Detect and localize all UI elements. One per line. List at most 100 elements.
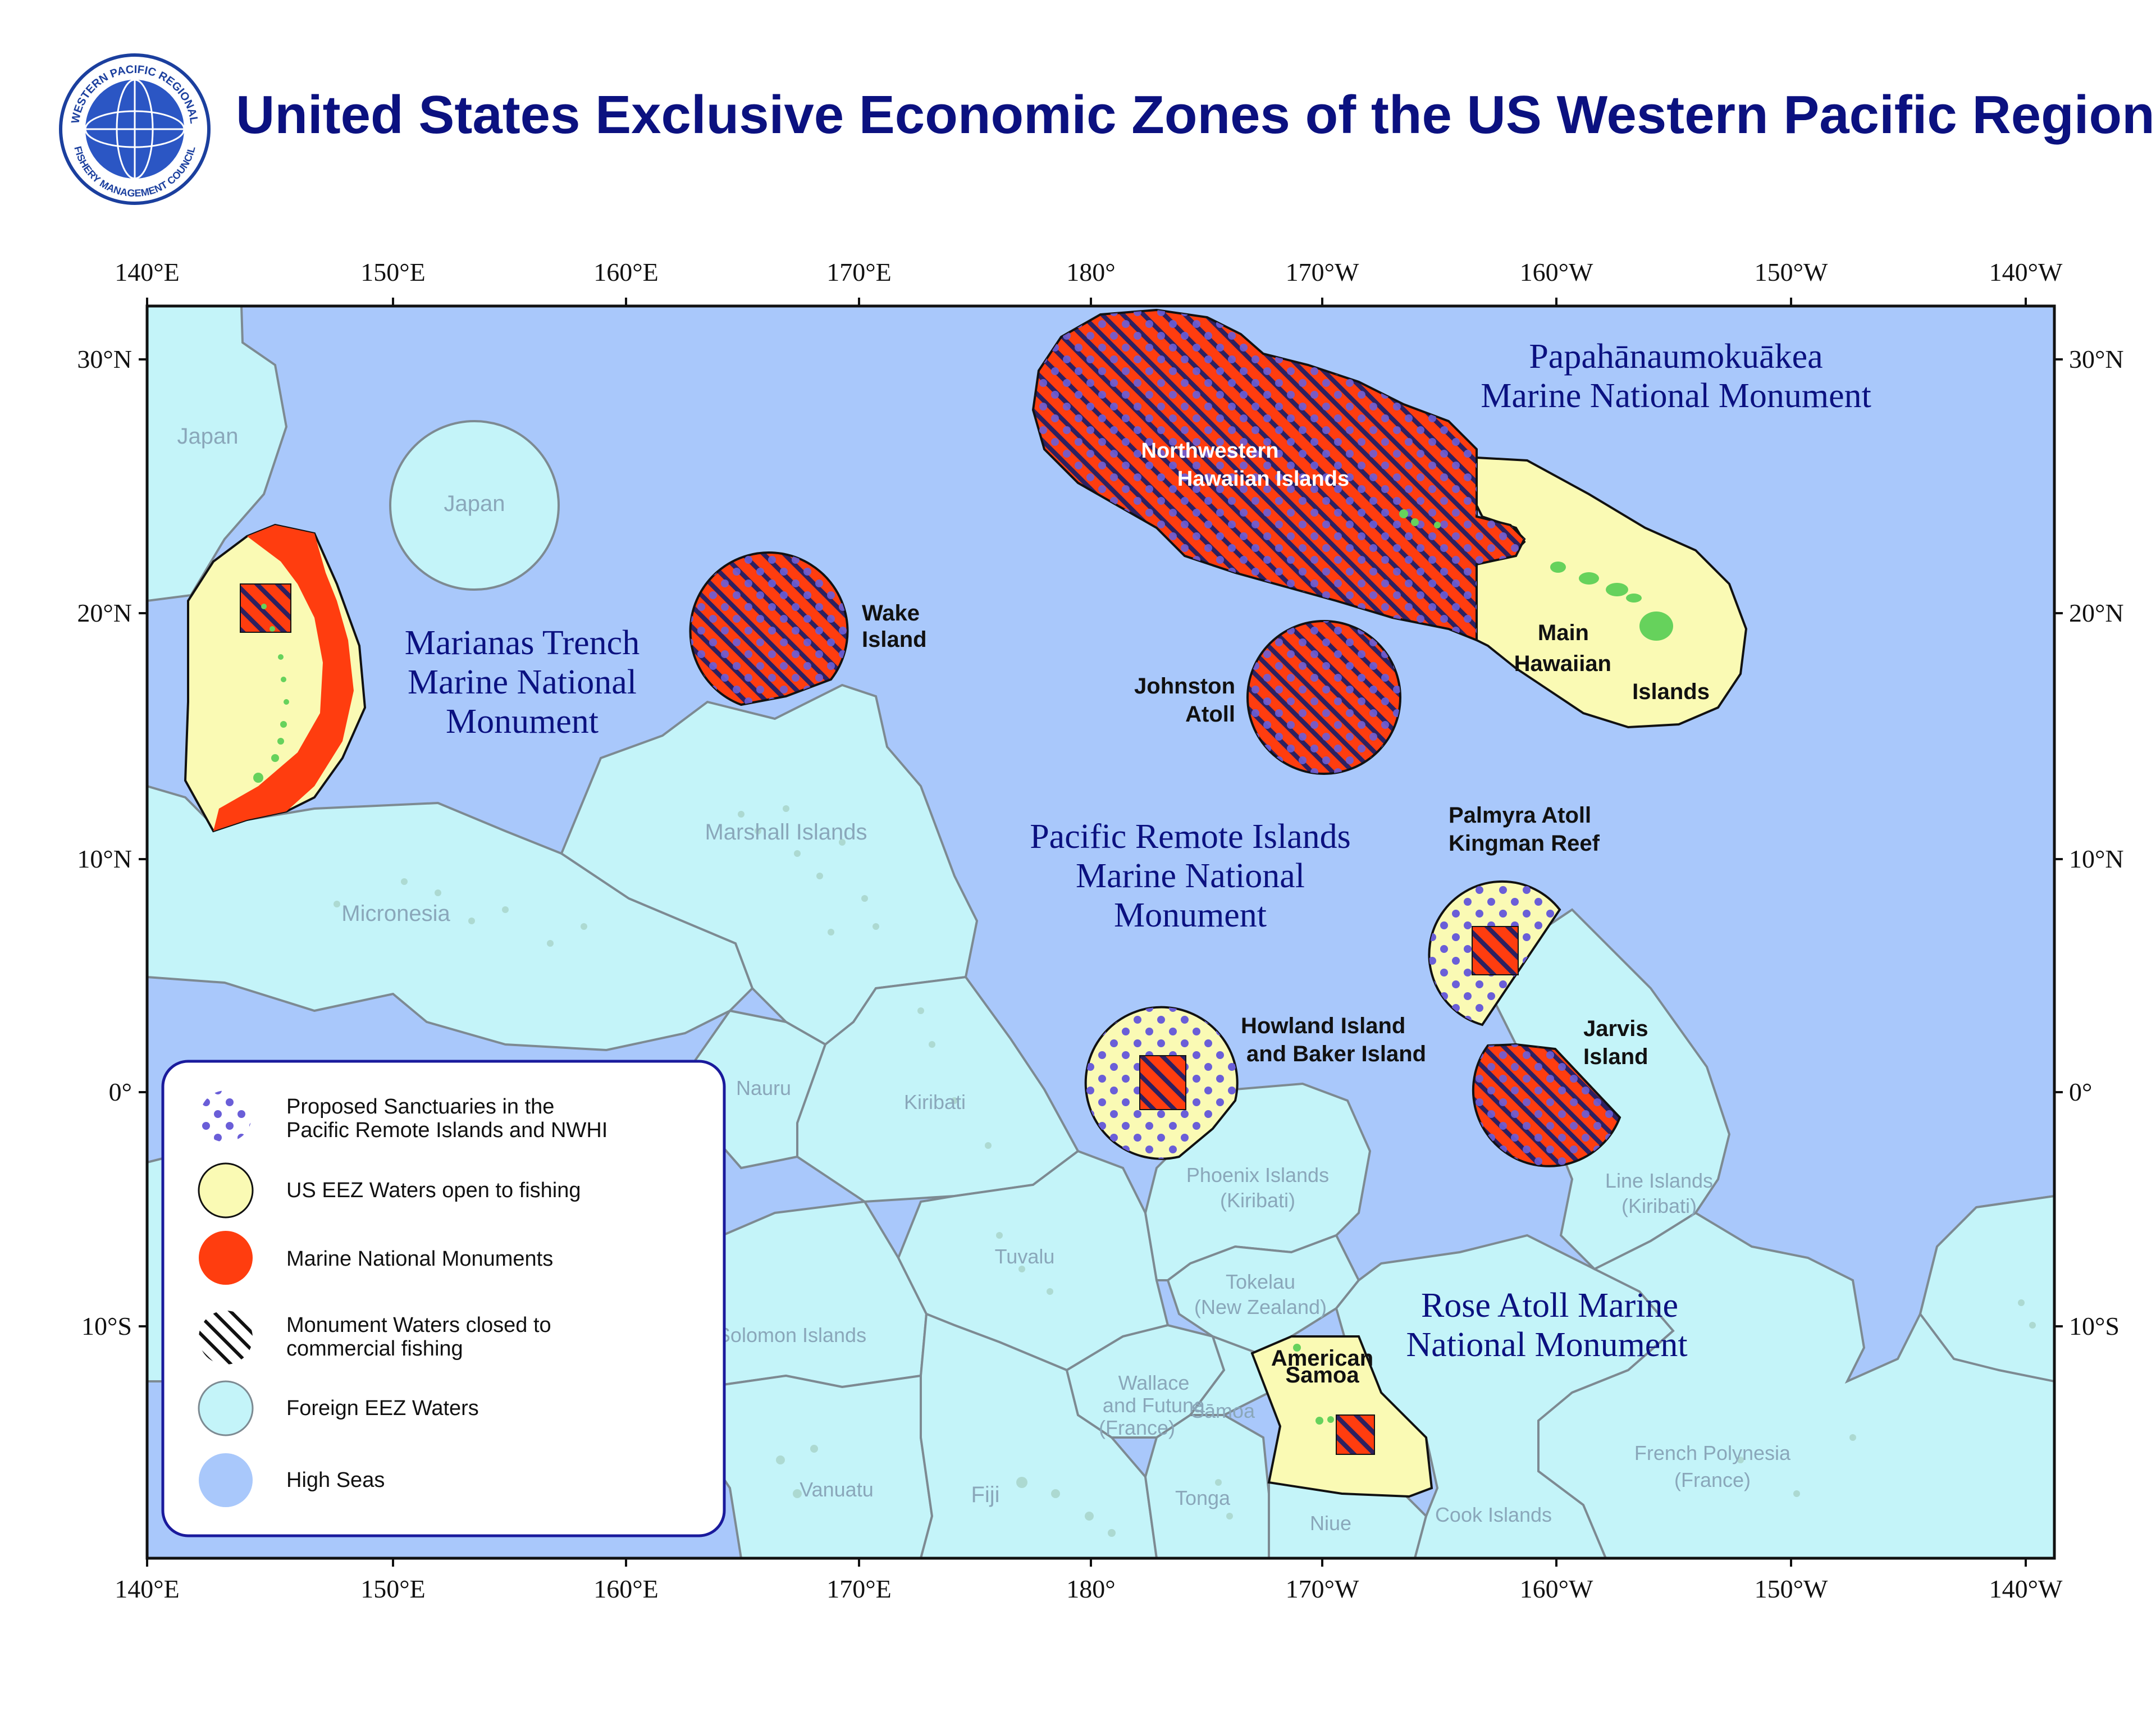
label-wake-2: Island bbox=[862, 627, 927, 652]
legend-label-closed-2: commercial fishing bbox=[286, 1337, 463, 1361]
hatched-circle-icon bbox=[199, 1311, 253, 1365]
marianas-eez bbox=[184, 523, 367, 833]
lon-tick-top: 150°W bbox=[1755, 258, 1828, 286]
page-title: United States Exclusive Economic Zones o… bbox=[236, 85, 2155, 145]
label-american-samoa-2: Samoa bbox=[1285, 1363, 1359, 1388]
label-nwhi-2: Hawaiian Islands bbox=[1177, 467, 1349, 491]
monument-labels: Papahānaumokuākea Marine National Monume… bbox=[405, 337, 1871, 1364]
label-main-hawaiian-2: Hawaiian bbox=[1514, 651, 1611, 676]
label-johnston-2: Atoll bbox=[1185, 702, 1235, 727]
lat-tick-left: 10°S bbox=[81, 1312, 132, 1340]
label-tokelau-2: (New Zealand) bbox=[1194, 1295, 1327, 1318]
legend-label-proposed-2: Pacific Remote Islands and NWHI bbox=[286, 1119, 607, 1142]
label-tokelau-1: Tokelau bbox=[1226, 1270, 1295, 1293]
lon-tick-bottom: 140°W bbox=[1989, 1575, 2063, 1603]
label-wallace-3: (France) bbox=[1099, 1416, 1175, 1439]
map-border bbox=[145, 304, 2056, 1560]
longitude-labels-top: 140°E 150°E 160°E 170°E 180° 170°W 160°W… bbox=[115, 258, 2063, 286]
foreign-eez-micronesia bbox=[147, 784, 754, 1052]
label-papahanaumokuakea-1: Papahānaumokuākea bbox=[1529, 337, 1822, 376]
lat-tick-left: 20°N bbox=[77, 599, 132, 627]
jarvis-eez bbox=[1472, 1043, 1621, 1167]
foreign-eez-japan-island bbox=[389, 420, 560, 591]
marianas-monument-band bbox=[213, 525, 354, 831]
lon-tick-top: 170°W bbox=[1286, 258, 1359, 286]
label-marianas-3: Monument bbox=[446, 702, 599, 741]
american-samoa-eez bbox=[1250, 1335, 1433, 1498]
label-solomon: Solomon Islands bbox=[717, 1324, 866, 1347]
label-marianas-1: Marianas Trench bbox=[405, 624, 640, 662]
lon-tick-bottom: 160°E bbox=[593, 1575, 659, 1603]
lat-tick-right: 10°N bbox=[2069, 845, 2124, 873]
label-howland-2: and Baker Island bbox=[1246, 1042, 1426, 1066]
lat-tick-right: 30°N bbox=[2069, 345, 2124, 373]
label-rose-atoll-1: Rose Atoll Marine bbox=[1421, 1286, 1678, 1325]
label-french-polynesia-1: French Polynesia bbox=[1634, 1441, 1791, 1464]
label-palmyra-1: Palmyra Atoll bbox=[1449, 803, 1591, 828]
legend: Proposed Sanctuaries in the Pacific Remo… bbox=[161, 1060, 726, 1537]
foreign-island-dots bbox=[334, 805, 2036, 1537]
label-wake-1: Wake bbox=[862, 601, 920, 626]
american-samoa-land bbox=[1293, 1344, 1334, 1425]
lat-tick-left: 30°N bbox=[77, 345, 132, 373]
legend-label-monuments: Marine National Monuments bbox=[286, 1247, 553, 1271]
lat-tick-right: 20°N bbox=[2069, 599, 2124, 627]
island-labels: Northwestern Hawaiian Islands Main Hawai… bbox=[862, 439, 1710, 1388]
lon-tick-top: 160°E bbox=[593, 258, 659, 286]
label-wallace-1: Wallace bbox=[1118, 1371, 1190, 1394]
legend-label-us-eez: US EEZ Waters open to fishing bbox=[286, 1179, 581, 1202]
label-samoa: Sāmoa bbox=[1191, 1399, 1255, 1422]
label-main-hawaiian-1: Main bbox=[1538, 620, 1589, 645]
globe-seal-icon bbox=[84, 79, 185, 180]
wake-eez bbox=[689, 551, 849, 706]
label-howland-1: Howland Island bbox=[1241, 1014, 1405, 1038]
foreign-eez-marshall bbox=[560, 683, 979, 1046]
council-seal-logo: WESTERN PACIFIC REGIONAL FISHERY MANAGEM… bbox=[59, 53, 211, 205]
label-japan-island: Japan bbox=[444, 491, 505, 516]
label-phoenix-1: Phoenix Islands bbox=[1186, 1163, 1329, 1186]
lon-tick-top: 180° bbox=[1066, 258, 1115, 286]
palmyra-closed-waters bbox=[1472, 926, 1519, 975]
cyan-circle-icon bbox=[198, 1380, 254, 1436]
longitude-labels-bottom: 140°E 150°E 160°E 170°E 180° 170°W 160°W… bbox=[115, 1575, 2063, 1603]
lat-tick-right: 0° bbox=[2069, 1078, 2092, 1106]
label-nauru: Nauru bbox=[736, 1076, 791, 1099]
label-kiribati: Kiribati bbox=[904, 1090, 966, 1114]
label-pacific-remote-2: Marine National bbox=[1076, 857, 1305, 895]
label-pacific-remote-3: Monument bbox=[1114, 896, 1267, 934]
label-marshall-islands: Marshall Islands bbox=[705, 820, 867, 845]
label-phoenix-2: (Kiribati) bbox=[1220, 1189, 1295, 1212]
label-rose-atoll-2: National Monument bbox=[1406, 1326, 1687, 1364]
legend-label-foreign: Foreign EEZ Waters bbox=[286, 1397, 479, 1420]
label-wallace-2: and Futuna bbox=[1103, 1394, 1205, 1417]
label-jarvis-1: Jarvis bbox=[1583, 1016, 1648, 1041]
label-american-samoa-1: American bbox=[1271, 1346, 1373, 1371]
label-palmyra-2: Kingman Reef bbox=[1449, 831, 1600, 856]
lat-tick-left: 0° bbox=[109, 1078, 132, 1106]
legend-label-closed-1: Monument Waters closed to bbox=[286, 1313, 551, 1337]
label-nwhi-1: Northwestern bbox=[1141, 439, 1279, 463]
label-niue: Niue bbox=[1310, 1512, 1351, 1535]
label-papahanaumokuakea-2: Marine National Monument bbox=[1481, 377, 1871, 415]
lon-tick-bottom: 170°W bbox=[1286, 1575, 1359, 1603]
lon-tick-bottom: 180° bbox=[1066, 1575, 1115, 1603]
label-johnston-1: Johnston bbox=[1134, 674, 1235, 699]
orange-circle-icon bbox=[199, 1231, 253, 1285]
palmyra-eez bbox=[1428, 880, 1561, 1026]
latitude-labels-right: 30°N 20°N 10°N 0° 10°S bbox=[2069, 345, 2124, 1340]
johnston-eez bbox=[1246, 620, 1401, 775]
lon-tick-bottom: 170°E bbox=[826, 1575, 892, 1603]
foreign-eez-far-east bbox=[1919, 1194, 2054, 1383]
rose-atoll-closed-waters bbox=[1336, 1414, 1375, 1455]
lat-tick-left: 10°N bbox=[77, 845, 132, 873]
lon-tick-bottom: 160°W bbox=[1520, 1575, 1593, 1603]
label-line-1: Line Islands bbox=[1605, 1169, 1713, 1192]
legend-label-high-seas: High Seas bbox=[286, 1468, 385, 1492]
lon-tick-top: 140°E bbox=[115, 258, 180, 286]
lon-tick-bottom: 150°E bbox=[360, 1575, 426, 1603]
longitude-ticks bbox=[139, 298, 2063, 1567]
label-cook-islands: Cook Islands bbox=[1435, 1503, 1552, 1526]
label-main-hawaiian-3: Islands bbox=[1632, 679, 1710, 704]
